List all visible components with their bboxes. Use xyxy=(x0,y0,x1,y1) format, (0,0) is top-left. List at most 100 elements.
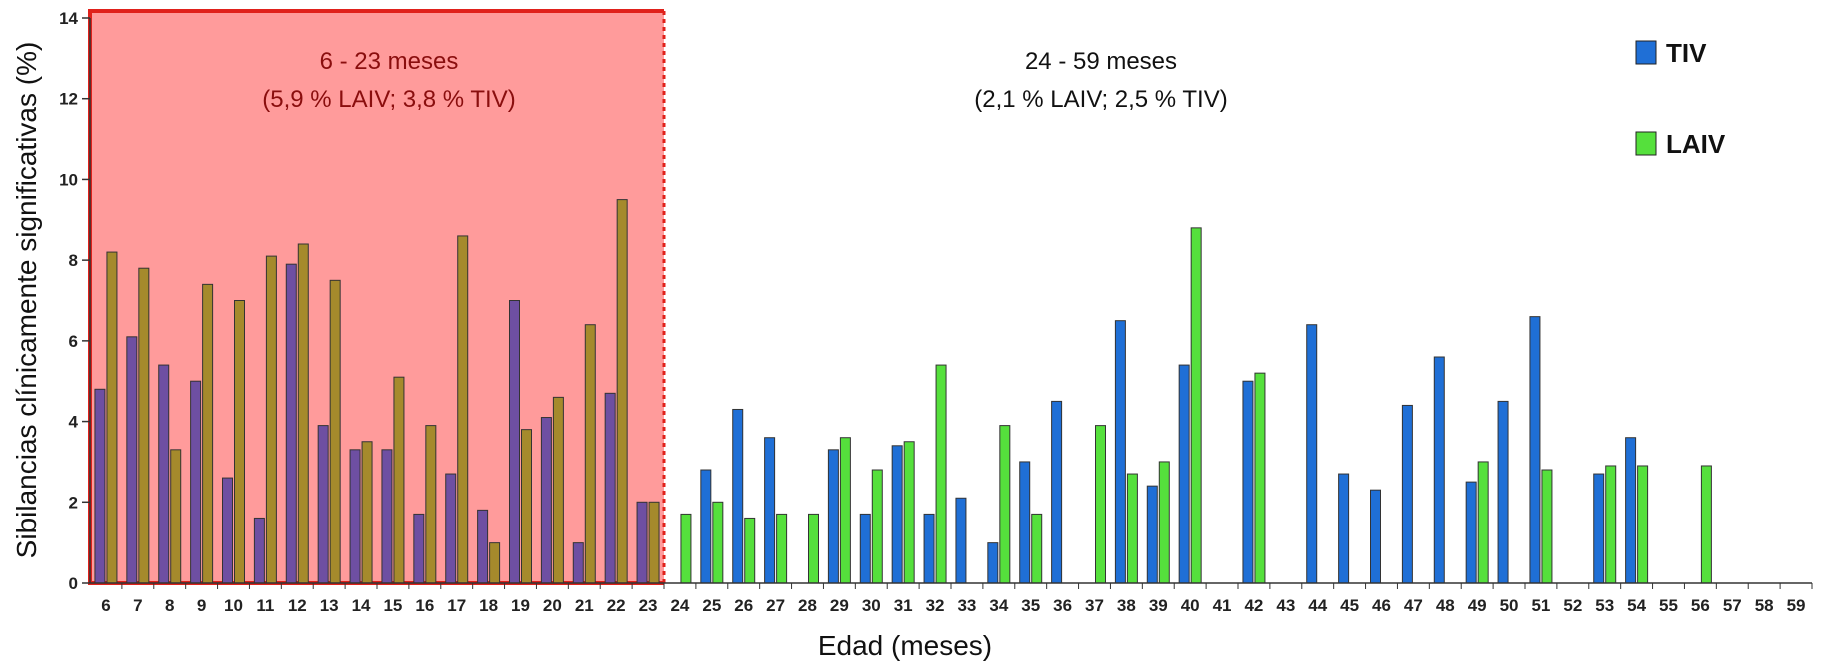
legend: TIV LAIV xyxy=(1635,38,1726,159)
x-tick-label: 16 xyxy=(415,596,434,615)
bar-laiv-21 xyxy=(584,324,596,584)
bar-laiv-35 xyxy=(1031,513,1043,584)
y-tick-label: 10 xyxy=(59,170,78,189)
bar-laiv-34 xyxy=(999,425,1011,584)
bar-laiv-51 xyxy=(1541,469,1553,584)
bar-laiv-16 xyxy=(425,425,437,584)
bar-laiv-12 xyxy=(297,243,309,584)
x-tick-label: 25 xyxy=(702,596,721,615)
bar-tiv-45 xyxy=(1338,473,1350,584)
x-tick-label: 42 xyxy=(1244,596,1263,615)
bar-laiv-56 xyxy=(1700,465,1712,584)
bar-laiv-8 xyxy=(170,449,182,584)
x-tick-label: 56 xyxy=(1691,596,1710,615)
y-tick-label: 2 xyxy=(69,493,78,512)
x-tick-label: 19 xyxy=(511,596,530,615)
x-tick-label: 33 xyxy=(957,596,976,615)
x-tick-label: 49 xyxy=(1468,596,1487,615)
x-tick-label: 11 xyxy=(256,596,274,615)
y-axis-label: Sibilancias clínicamente significativas … xyxy=(11,42,42,559)
bar-laiv-31 xyxy=(903,441,915,584)
x-tick-label: 9 xyxy=(197,596,206,615)
bar-tiv-15 xyxy=(381,449,393,584)
bar-laiv-53 xyxy=(1605,465,1617,584)
bar-tiv-32 xyxy=(923,513,935,584)
bar-tiv-16 xyxy=(413,513,425,584)
legend-label-laiv: LAIV xyxy=(1666,129,1726,159)
bar-laiv-26 xyxy=(744,517,756,584)
bar-laiv-25 xyxy=(712,501,724,584)
bar-laiv-30 xyxy=(871,469,883,584)
x-tick-label: 59 xyxy=(1787,596,1806,615)
bar-tiv-44 xyxy=(1306,324,1318,584)
x-tick-label: 20 xyxy=(543,596,562,615)
x-tick-label: 36 xyxy=(1053,596,1072,615)
bar-tiv-47 xyxy=(1401,404,1413,584)
x-tick-label: 35 xyxy=(1021,596,1040,615)
legend-label-tiv: TIV xyxy=(1666,38,1707,68)
x-tick-label: 22 xyxy=(607,596,626,615)
bar-laiv-54 xyxy=(1637,465,1649,584)
bar-laiv-22 xyxy=(616,199,628,584)
bar-tiv-19 xyxy=(509,300,520,584)
x-tick-label: 18 xyxy=(479,596,498,615)
bar-tiv-40 xyxy=(1178,364,1190,584)
x-tick-label: 6 xyxy=(101,596,110,615)
bar-layer xyxy=(94,199,1712,584)
x-tick-label: 47 xyxy=(1404,596,1423,615)
bar-laiv-11 xyxy=(265,255,277,584)
y-tick-label: 0 xyxy=(69,574,78,593)
bar-tiv-42 xyxy=(1242,380,1254,584)
bar-laiv-38 xyxy=(1126,473,1138,584)
x-tick-label: 14 xyxy=(352,596,371,615)
x-tick-label: 52 xyxy=(1563,596,1582,615)
bar-laiv-24 xyxy=(680,513,692,584)
x-tick-label: 38 xyxy=(1117,596,1136,615)
x-tick-label: 31 xyxy=(894,596,913,615)
bar-laiv-20 xyxy=(552,396,564,584)
bar-tiv-25 xyxy=(700,469,712,584)
region-1-sublabel: (5,9 % LAIV; 3,8 % TIV) xyxy=(262,86,515,113)
bar-laiv-9 xyxy=(202,283,214,584)
region-6-23-shading xyxy=(90,11,664,583)
x-tick-label: 43 xyxy=(1276,596,1295,615)
x-tick-label: 12 xyxy=(288,596,307,615)
x-tick-label: 45 xyxy=(1340,596,1359,615)
legend-swatch-tiv xyxy=(1635,40,1657,65)
x-tick-label: 41 xyxy=(1213,596,1232,615)
bar-tiv-26 xyxy=(732,408,744,584)
x-tick-label: 53 xyxy=(1595,596,1614,615)
x-tick-label: 29 xyxy=(830,596,849,615)
x-tick-label: 26 xyxy=(734,596,753,615)
bar-tiv-53 xyxy=(1593,473,1605,584)
bar-tiv-6 xyxy=(94,388,106,584)
bar-laiv-13 xyxy=(329,279,341,584)
x-tick-label: 8 xyxy=(165,596,174,615)
bar-tiv-46 xyxy=(1370,489,1381,584)
bar-tiv-38 xyxy=(1114,320,1126,584)
bar-tiv-7 xyxy=(126,336,138,584)
bar-laiv-10 xyxy=(234,300,245,584)
bar-laiv-40 xyxy=(1190,227,1202,584)
bar-laiv-42 xyxy=(1254,372,1266,584)
region-2-sublabel: (2,1 % LAIV; 2,5 % TIV) xyxy=(974,86,1227,113)
x-tick-label: 30 xyxy=(862,596,881,615)
bar-tiv-34 xyxy=(987,542,999,584)
y-tick-label: 8 xyxy=(69,251,78,270)
x-tick-label: 48 xyxy=(1436,596,1455,615)
x-axis-label: Edad (meses) xyxy=(818,630,992,661)
bar-laiv-6 xyxy=(106,251,118,584)
bar-tiv-54 xyxy=(1625,437,1637,584)
bar-tiv-11 xyxy=(253,517,265,584)
x-tick-label: 40 xyxy=(1181,596,1200,615)
x-tick-label: 17 xyxy=(447,596,466,615)
x-tick-label: 37 xyxy=(1085,596,1104,615)
x-tick-label: 54 xyxy=(1627,596,1646,615)
y-tick-label: 4 xyxy=(69,413,79,432)
x-tick-label: 7 xyxy=(133,596,142,615)
bar-tiv-51 xyxy=(1529,316,1541,584)
bar-laiv-23 xyxy=(648,501,660,584)
bar-tiv-30 xyxy=(859,513,871,584)
x-tick-label: 58 xyxy=(1755,596,1774,615)
